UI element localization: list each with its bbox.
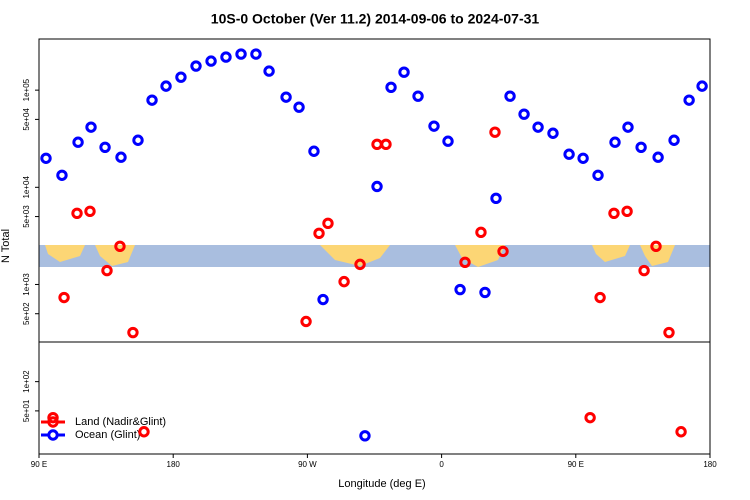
point [504,90,516,102]
point [71,207,83,220]
legend-label: Land (Nadir&Glint) [75,416,166,428]
point [322,217,334,230]
point [114,240,126,253]
point [146,94,158,106]
point [475,226,487,239]
point [115,151,127,163]
point [160,80,172,92]
point [584,411,596,424]
point [47,411,59,424]
point [594,291,606,304]
x-tick-label: 90 E [568,460,584,469]
y-tick-label: 1e+02 [22,370,31,393]
point [428,120,440,132]
chart-title: 10S-0 October (Ver 11.2) 2014-09-06 to 2… [211,11,540,27]
point [56,169,68,181]
point [380,138,392,151]
legend-label: Ocean (Glint) [75,429,140,441]
point [250,48,262,60]
y-axis-label: N Total [0,229,12,263]
point [608,207,620,220]
y-tick-label: 5e+03 [22,205,31,228]
point [263,65,275,77]
point [547,127,559,139]
x-tick-label: 90 E [31,460,47,469]
point [635,141,647,154]
point [371,180,383,193]
point [675,426,687,438]
legend-marker [47,429,59,441]
point [609,136,621,148]
x-tick-label: 180 [167,460,181,469]
x-tick-label: 180 [703,460,717,469]
point [683,94,695,106]
point [592,169,604,181]
point [497,245,509,258]
plot-frame [38,38,711,455]
point [293,101,305,113]
point [132,134,144,146]
point [138,426,150,438]
point [532,121,544,133]
point [652,151,664,163]
point [479,286,491,299]
point [280,91,292,103]
y-tick-label: 5e+01 [22,399,31,422]
point [622,121,634,133]
map-strip [39,245,710,267]
point [663,326,675,339]
y-tick-label: 5e+04 [22,108,31,131]
point [317,293,329,306]
point [300,315,312,328]
point [412,90,424,102]
point [459,256,471,269]
point [72,136,84,148]
point [40,152,52,164]
point [398,66,410,78]
point [577,152,589,164]
point [308,145,320,157]
point [442,135,454,147]
y-tick-label: 5e+02 [22,302,31,325]
y-tick-label: 1e+03 [22,273,31,296]
point [354,258,366,271]
point [518,108,530,120]
point [668,134,680,146]
point [313,227,325,240]
point [85,121,97,133]
point [490,192,502,205]
point [650,240,662,253]
y-tick-label: 1e+04 [22,176,31,199]
point [235,48,247,60]
point [205,55,217,67]
point [359,430,371,442]
point [563,148,575,160]
y-tick-label: 1e+05 [22,78,31,101]
point [696,80,708,92]
point [175,71,187,83]
point [58,291,70,304]
point [638,264,650,277]
x-tick-label: 90 W [298,460,317,469]
point [101,264,113,277]
point [385,81,397,93]
point [338,275,350,288]
point [99,141,111,154]
point [190,60,202,72]
point [127,326,139,339]
point [621,205,633,218]
point [84,205,96,218]
point [371,138,383,151]
point [454,283,466,296]
x-tick-label: 0 [439,460,444,469]
point [489,126,501,138]
point [220,51,232,63]
x-axis-label: Longitude (deg E) [338,478,425,490]
